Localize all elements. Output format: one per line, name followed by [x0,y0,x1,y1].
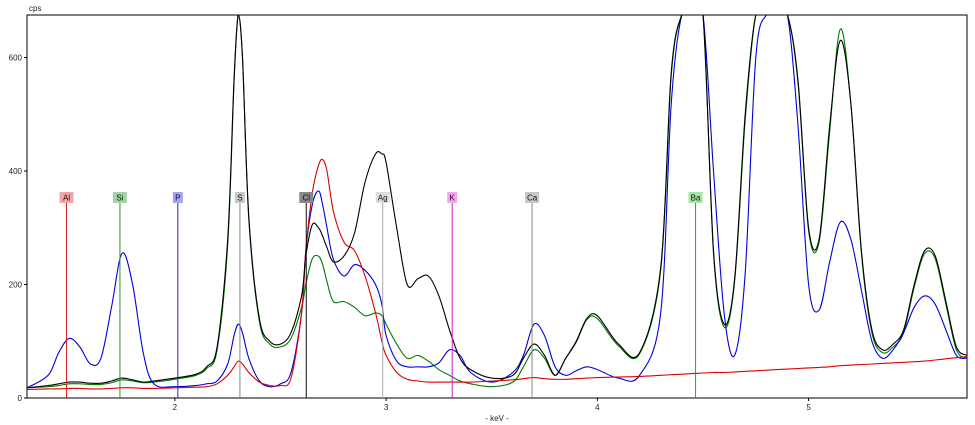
element-marker-p[interactable]: P [172,192,183,398]
x-tick-label: 5 [806,403,811,412]
x-axis-title: - keV - [485,414,509,423]
y-axis-title: cps [29,4,41,13]
element-marker-box [525,192,540,203]
element-marker-ba[interactable]: Ba [688,192,703,398]
x-tick-label: 4 [595,403,600,412]
element-marker-label: Si [116,194,123,203]
element-marker-label: Ag [378,194,388,203]
series-line-3 [26,158,968,391]
y-tick-label: 400 [9,167,23,176]
element-marker-ag[interactable]: Ag [375,192,390,398]
element-marker-label: P [175,194,180,203]
y-tick-label: 0 [18,394,23,403]
element-marker-box [375,192,390,203]
element-marker-box [112,192,127,203]
element-marker-label: Al [63,194,70,203]
element-marker-label: K [450,194,456,203]
element-marker-box [172,192,183,203]
element-marker-ca[interactable]: Ca [525,192,540,398]
x-tick-label: 2 [173,403,178,412]
element-marker-cl[interactable]: Cl [299,192,314,398]
element-marker-k[interactable]: K [447,192,458,398]
y-tick-label: 200 [9,281,23,290]
element-marker-label: Ca [527,194,538,203]
element-marker-box [234,192,245,203]
series-line-0 [26,14,968,389]
element-marker-box [299,192,314,203]
x-tick-label: 3 [384,403,389,412]
element-marker-label: Ba [691,194,701,203]
element-marker-label: Cl [302,194,310,203]
plot-frame [26,14,968,399]
element-marker-box [688,192,703,203]
series-line-2 [26,14,968,389]
element-marker-box [59,192,74,203]
element-marker-s[interactable]: S [234,192,245,398]
element-marker-label: S [237,194,242,203]
element-marker-box [447,192,458,203]
element-marker-si[interactable]: Si [112,192,127,398]
y-tick-label: 600 [9,54,23,63]
element-marker-al[interactable]: Al [59,192,74,398]
